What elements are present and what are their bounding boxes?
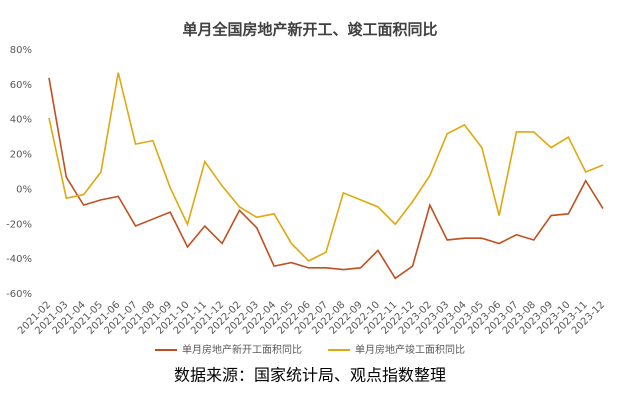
- series-line: [48, 77, 604, 280]
- legend-label: 单月房地产竣工面积同比: [355, 343, 465, 356]
- y-tick-label: 20%: [10, 150, 32, 161]
- y-tick-label: -20%: [6, 219, 32, 230]
- y-tick-label: 60%: [10, 80, 32, 91]
- series-line: [48, 72, 604, 262]
- chart-title: 单月全国房地产新开工、竣工面积同比: [182, 21, 437, 39]
- y-tick-label: 40%: [10, 115, 32, 126]
- source: 数据来源：国家统计局、观点指数整理: [174, 366, 446, 385]
- legend-label: 单月房地产新开工面积同比: [182, 343, 302, 356]
- y-tick-label: 0%: [16, 184, 32, 195]
- y-tick-label: 80%: [10, 45, 32, 56]
- y-tick-label: -40%: [6, 254, 32, 265]
- y-tick-label: -60%: [6, 289, 32, 300]
